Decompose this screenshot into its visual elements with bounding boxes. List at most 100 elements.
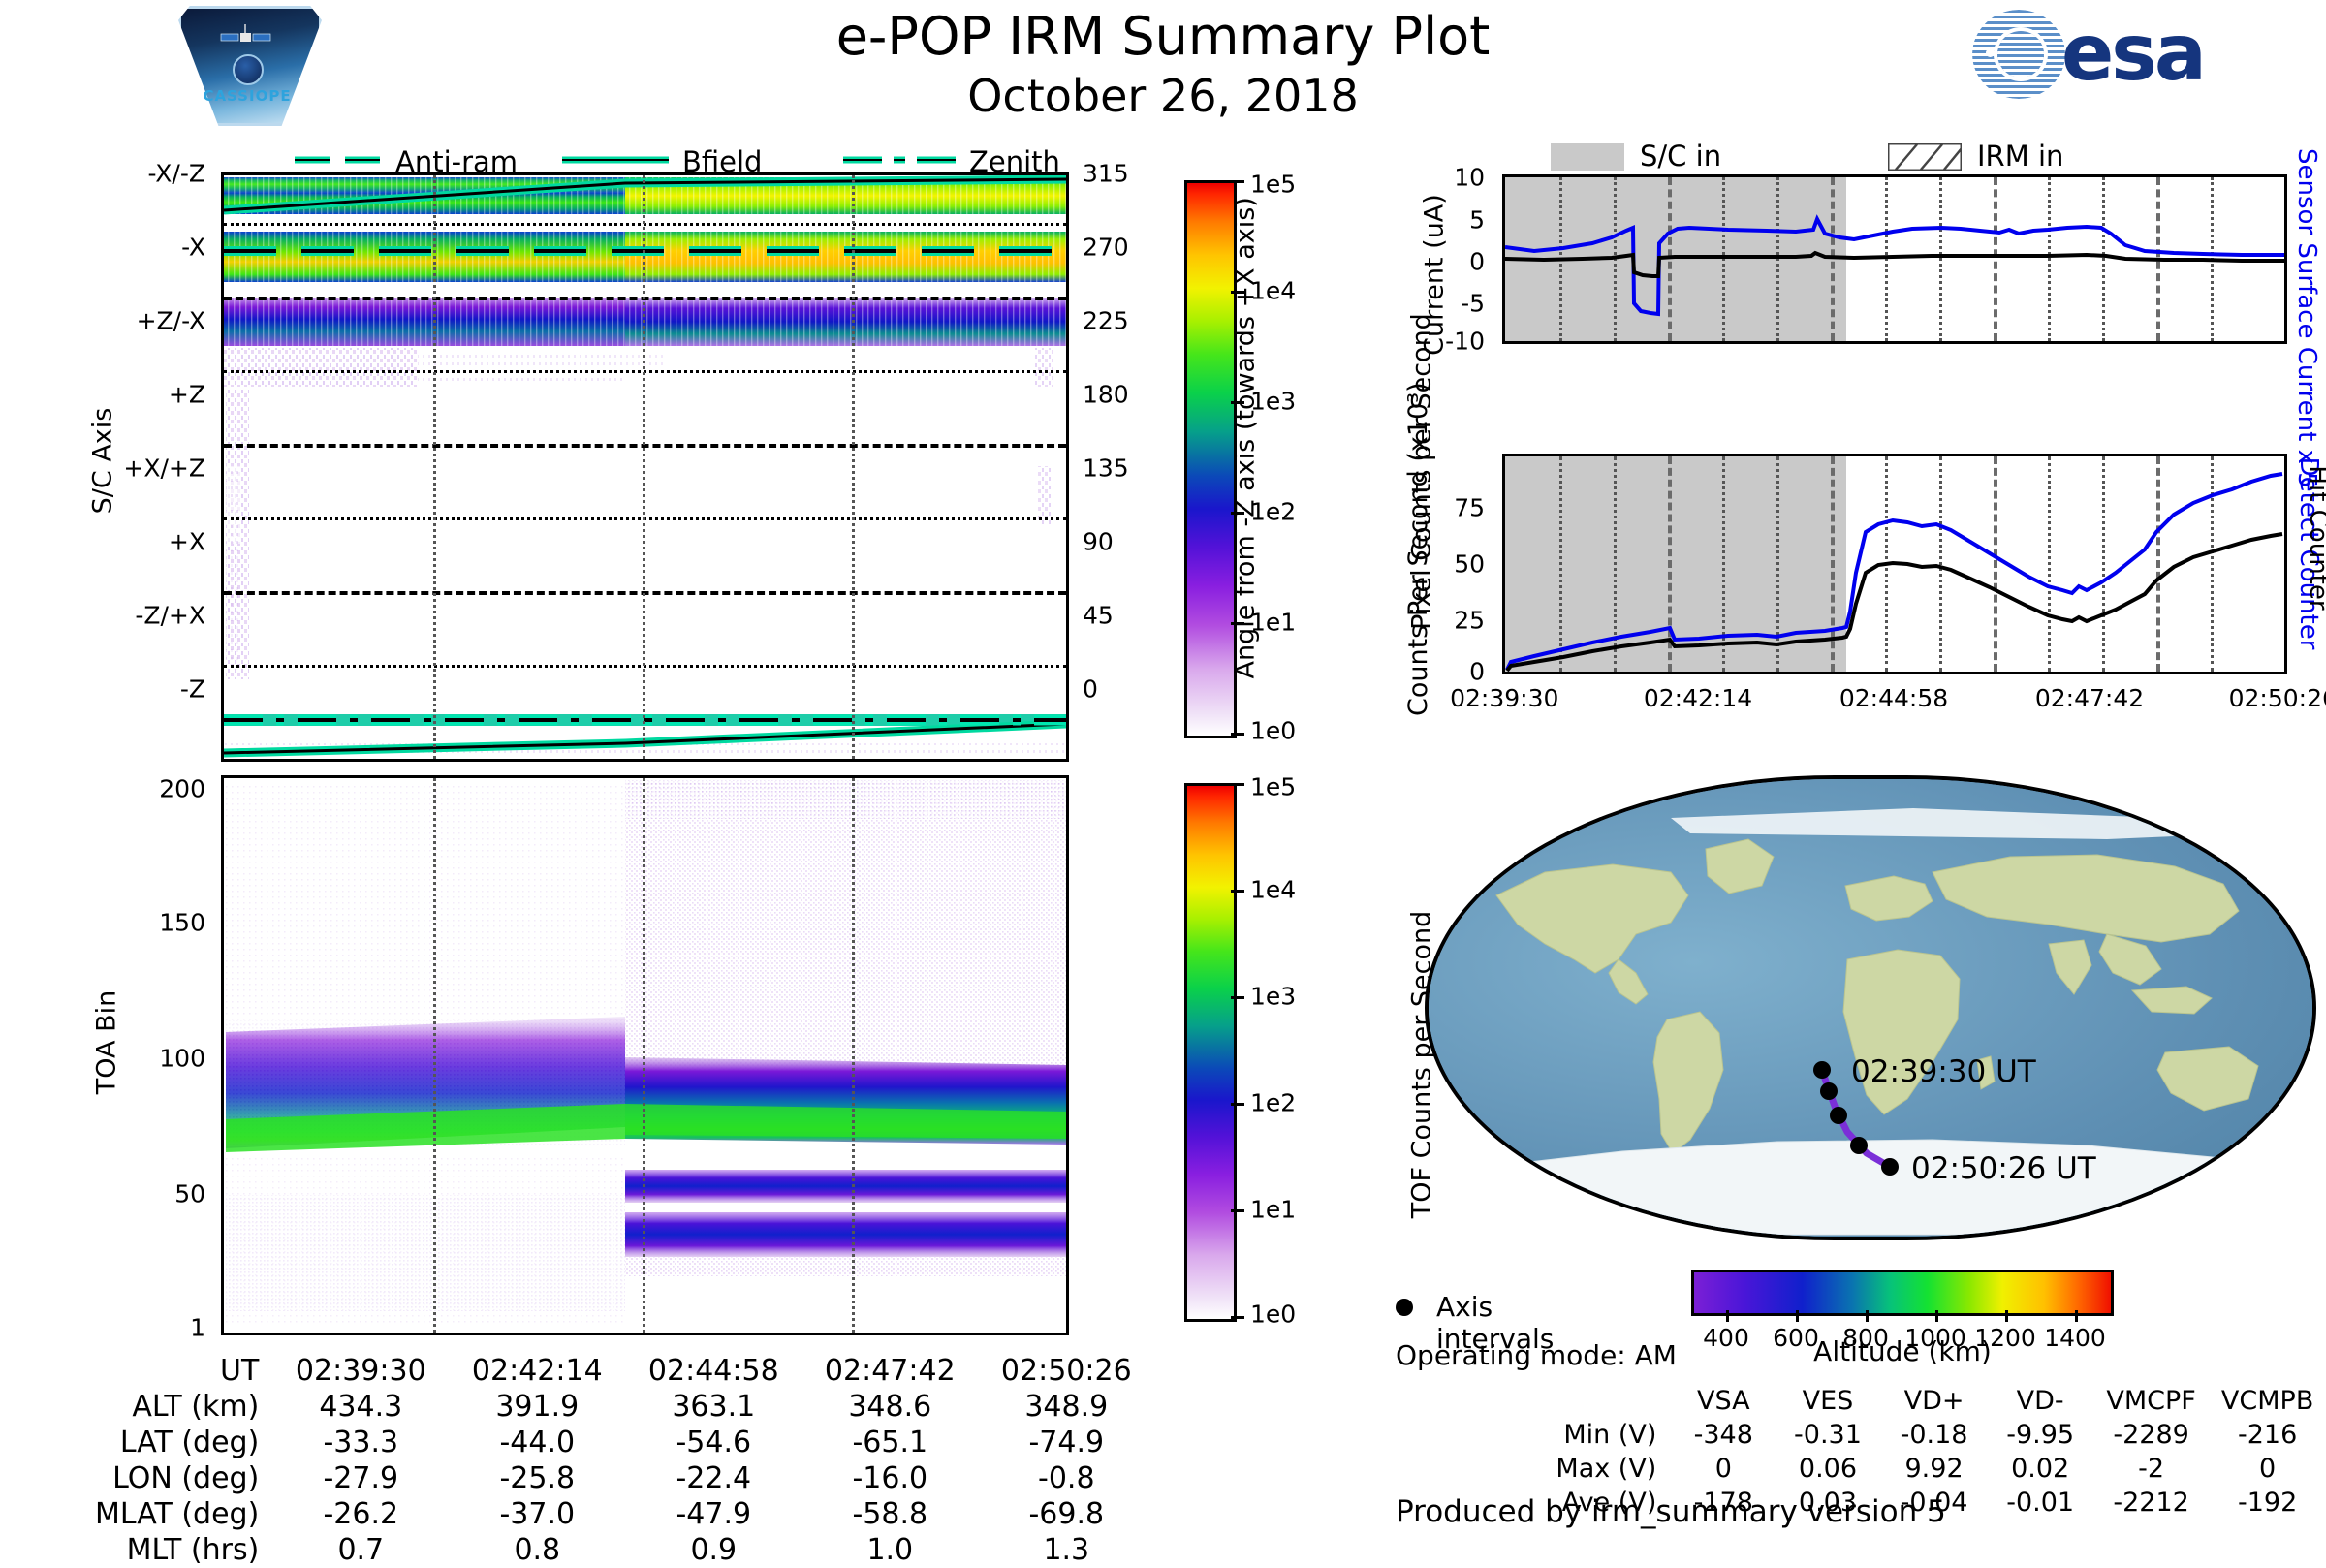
esa-inner-swirl-icon	[1997, 31, 2044, 78]
counts-right-label-black: Hit Counter	[2304, 465, 2326, 611]
table-row: ALT (km) 434.3 391.9 363.1 348.6 348.9	[95, 1389, 1154, 1425]
ytick-label: 5	[1469, 205, 1485, 235]
current-right-label-blue: Sensor Surface Current x 5	[2292, 148, 2321, 488]
column-header: VMCPF	[2106, 1386, 2196, 1416]
row-label: LAT (deg)	[119, 1426, 260, 1459]
ytick-label: 50	[174, 1179, 205, 1208]
cell: -16.0	[852, 1461, 928, 1495]
ytick-right-label: 135	[1083, 454, 1129, 483]
ytick-right-label: 315	[1083, 159, 1129, 188]
cell: -0.01	[2006, 1488, 2075, 1518]
toa-panel-yticks: 200 150 100 50 1	[116, 775, 213, 1342]
table-row: MLAT (deg) -26.2 -37.0 -47.9 -58.8 -69.8	[95, 1496, 1154, 1532]
ytick-label: -X	[181, 233, 205, 262]
cell: -65.1	[852, 1426, 928, 1459]
cell: -348	[1693, 1420, 1753, 1450]
cell: -0.04	[1900, 1488, 1968, 1518]
cell: -192	[2238, 1488, 2298, 1518]
cell: 0.03	[1798, 1488, 1858, 1518]
cell: -2	[2138, 1454, 2165, 1484]
ytick-right-label: 225	[1083, 306, 1129, 335]
cell: -26.2	[323, 1497, 399, 1531]
ytick-label: +X/+Z	[123, 454, 205, 483]
toa-bin-spectrogram	[221, 775, 1069, 1335]
right-time-axis: 02:39:30 02:42:14 02:44:58 02:47:42 02:5…	[1450, 684, 2326, 723]
row-label: ALT (km)	[132, 1390, 260, 1424]
pixel-panel-right-yticks: 315 270 225 180 135 90 45 0	[1071, 160, 1158, 762]
cell: -47.9	[676, 1497, 752, 1531]
xtick-label: 02:42:14	[1643, 684, 1753, 712]
table-row: UT 02:39:30 02:42:14 02:44:58 02:47:42 0…	[95, 1353, 1154, 1389]
ytick-label: -Z/+X	[135, 601, 205, 630]
colorbar-tick-label: 1e0	[1250, 1300, 1297, 1329]
table-header-row: VSA VES VD+ VD- VMCPF VCMPB	[1536, 1384, 2326, 1418]
ytick-label: -X/-Z	[147, 159, 205, 188]
ytick-label: -5	[1461, 289, 1485, 318]
point-marker-icon	[1396, 1299, 1413, 1316]
ytick-label: 1	[190, 1313, 205, 1342]
ephemeris-table: UT 02:39:30 02:42:14 02:44:58 02:47:42 0…	[95, 1353, 1154, 1568]
row-label: LON (deg)	[112, 1461, 260, 1495]
cell: -37.0	[499, 1497, 576, 1531]
table-row: Min (V) -348 -0.31 -0.18 -9.95 -2289 -21…	[1536, 1418, 2326, 1452]
cell: 363.1	[672, 1390, 756, 1424]
page-title: e-POP IRM Summary Plot	[835, 6, 1491, 67]
cell: -0.31	[1794, 1420, 1862, 1450]
ytick-right-label: 0	[1083, 674, 1098, 704]
cell: 0.02	[2011, 1454, 2070, 1484]
ytick-right-label: 90	[1083, 527, 1114, 556]
ytick-label: 25	[1454, 606, 1485, 635]
row-label: Min (V)	[1563, 1420, 1657, 1450]
esa-logo: esa	[1972, 6, 2302, 103]
cell: 391.9	[495, 1390, 580, 1424]
xtick-label: 02:47:42	[2034, 684, 2145, 712]
cell: -58.8	[852, 1497, 928, 1531]
ytick-label: 50	[1454, 549, 1485, 579]
cell: 02:50:26	[1000, 1354, 1132, 1388]
ytick-label: -10	[1445, 327, 1485, 356]
cell: 0	[1714, 1454, 1732, 1484]
cell: -69.8	[1028, 1497, 1105, 1531]
cell: -74.9	[1028, 1426, 1105, 1459]
pixel-panel-ylabel: S/C Axis	[87, 407, 118, 515]
altitude-colorbar	[1691, 1270, 2114, 1316]
ytick-label: 100	[159, 1044, 205, 1073]
ytick-label: +X	[168, 527, 205, 556]
cell: -25.8	[499, 1461, 576, 1495]
pixel-count-spectrogram	[221, 172, 1069, 762]
orbit-start-label: 02:39:30 UT	[1851, 1054, 2036, 1089]
cell: -22.4	[676, 1461, 752, 1495]
produced-by-footer: Produced by irm_summary version 5	[1396, 1494, 1946, 1529]
cell: -0.18	[1900, 1420, 1968, 1450]
cell: 0.06	[1798, 1454, 1858, 1484]
ytick-label: 10	[1454, 163, 1485, 192]
counts-per-second-plot	[1502, 454, 2287, 674]
cassiope-logo: CASSIOPE	[174, 4, 322, 140]
ground-track-map: 02:39:30 UT 02:50:26 UT	[1425, 775, 2316, 1240]
toa-colorbar: 1e5 1e4 1e3 1e2 1e1 1e0 TOF Counts per S…	[1184, 773, 1437, 1329]
map-continents	[1486, 808, 2302, 1236]
cell: -9.95	[2006, 1420, 2075, 1450]
colorbar-tick-label: 1e2	[1250, 497, 1297, 526]
ytick-label: 75	[1454, 493, 1485, 522]
row-label: MLAT (deg)	[95, 1497, 260, 1531]
altitude-tick-label: 400	[1703, 1324, 1749, 1352]
world-map: 02:39:30 UT 02:50:26 UT	[1425, 775, 2316, 1240]
cell: -216	[2238, 1420, 2298, 1450]
altitude-tick-label: 600	[1773, 1324, 1819, 1352]
table-row: LON (deg) -27.9 -25.8 -22.4 -16.0 -0.8	[95, 1460, 1154, 1496]
cell: -33.3	[323, 1426, 399, 1459]
current-panel-yticks: 10 5 0 -5 -10	[1396, 164, 1493, 356]
pixel-colorbar: 1e5 1e4 1e3 1e2 1e1 1e0 Pixel Counts per…	[1184, 171, 1437, 745]
altitude-colorbar-ticks: 400 600 800 1000 1200 1400	[1691, 1270, 2114, 1366]
cell: 348.9	[1024, 1390, 1109, 1424]
colorbar-tick-label: 1e4	[1250, 276, 1297, 305]
ytick-label: +Z/-X	[136, 306, 205, 335]
eclipse-swatch	[1551, 143, 1624, 171]
cell: -0.8	[1038, 1461, 1095, 1495]
colorbar-tick-label: 1e3	[1250, 387, 1297, 416]
row-label: Max (V)	[1556, 1454, 1657, 1484]
cell: -2212	[2113, 1488, 2189, 1518]
cell: -178	[1693, 1488, 1753, 1518]
column-header: VCMPB	[2220, 1386, 2314, 1416]
